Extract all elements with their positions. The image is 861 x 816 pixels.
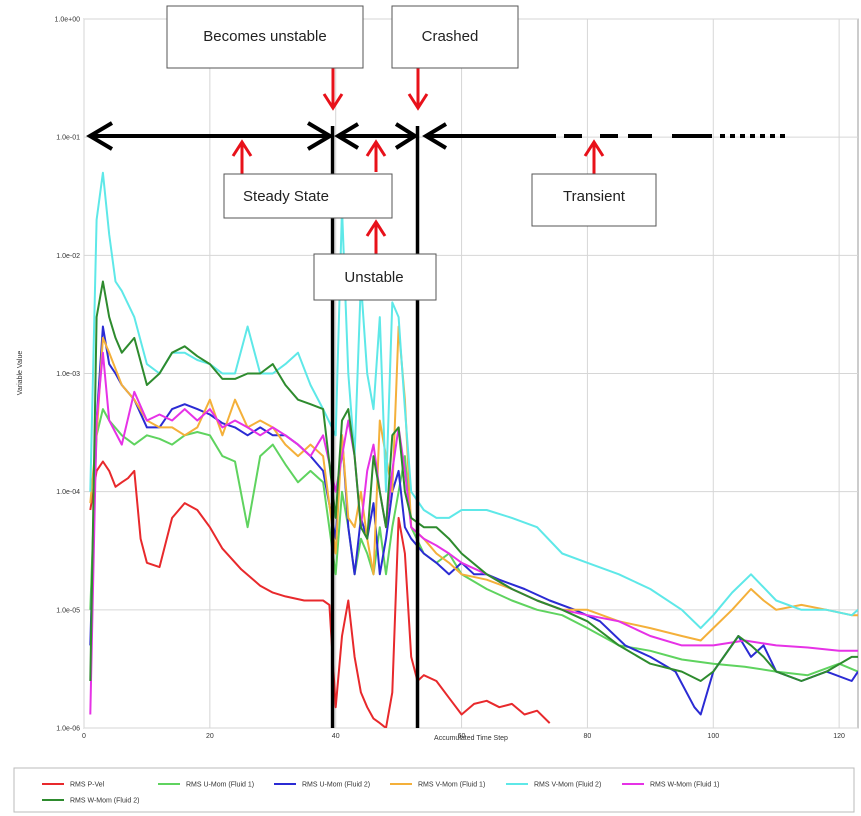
pointer-steady-state-head: [231, 139, 253, 157]
series-line-6: [89, 351, 858, 715]
series-line-4: [89, 325, 858, 642]
x-tick-label: 100: [707, 733, 719, 740]
annotation-steady-state: Steady State: [223, 173, 393, 219]
pointer-unstable-1-head: [365, 139, 387, 157]
transient-arrowhead-left: [422, 122, 448, 150]
x-tick-label: 40: [332, 733, 340, 740]
steady-state-arrowhead-left: [86, 121, 114, 151]
annotation-becomes-unstable: Becomes unstable: [166, 5, 364, 69]
y-tick-label: 1.0e-03: [56, 371, 80, 378]
y-axis-ticks: 1.0e-06 1.0e-05 1.0e-04 1.0e-03 1.0e-02 1.0e-…: [55, 17, 81, 733]
legend-label: RMS V-Mom (Fluid 1): [418, 782, 485, 789]
x-tick-label: 60: [458, 733, 466, 740]
annotation-transient-text: Transient: [563, 188, 626, 205]
pointer-transient-head: [583, 139, 605, 157]
legend: RMS P-Vel RMS U-Mom (Fluid 1) RMS U-Mom (F…: [42, 782, 719, 805]
x-tick-label: 120: [833, 733, 845, 740]
phase-arrows: [86, 121, 790, 151]
pointer-crashed-head: [407, 93, 429, 111]
unstable-arrowhead-right: [394, 122, 419, 150]
y-tick-label: 1.0e+00: [55, 17, 81, 24]
annotation-crashed: Crashed: [391, 5, 519, 69]
annotation-crashed-text: Crashed: [422, 28, 479, 45]
annotation-unstable-text: Unstable: [344, 269, 403, 286]
x-axis-label: Accumulated Time Step: [434, 735, 508, 742]
red-pointers: [231, 68, 605, 256]
y-tick-label: 1.0e-06: [56, 726, 80, 733]
unstable-arrowhead-left: [334, 122, 360, 150]
series-line-3: [89, 325, 858, 716]
legend-label: RMS W-Mom (Fluid 2): [70, 798, 139, 805]
y-tick-label: 1.0e-01: [56, 135, 80, 142]
legend-box: [13, 767, 855, 813]
y-tick-label: 1.0e-04: [56, 489, 80, 496]
legend-label: RMS U-Mom (Fluid 2): [302, 782, 370, 789]
x-tick-label: 20: [206, 733, 214, 740]
annotation-becomes-unstable-text: Becomes unstable: [203, 28, 326, 45]
legend-label: RMS P-Vel: [70, 782, 105, 789]
pointer-becomes-unstable-head: [322, 93, 344, 111]
legend-label: RMS W-Mom (Fluid 1): [650, 782, 719, 789]
legend-label: RMS U-Mom (Fluid 1): [186, 782, 254, 789]
series-line-2: [89, 408, 858, 677]
annotation-unstable: Unstable: [313, 253, 437, 301]
annotation-transient: Transient: [531, 173, 657, 227]
series-line-1: [89, 460, 551, 728]
steady-state-arrowhead-right: [306, 121, 334, 151]
y-tick-label: 1.0e-02: [56, 253, 80, 260]
annotation-steady-state-text: Steady State: [243, 188, 329, 205]
pointer-unstable-2-head: [365, 219, 387, 237]
x-tick-label: 0: [82, 733, 86, 740]
series-line-7: [89, 280, 858, 682]
legend-label: RMS V-Mom (Fluid 2): [534, 782, 601, 789]
x-tick-label: 80: [584, 733, 592, 740]
y-tick-label: 1.0e-05: [56, 607, 80, 614]
x-axis-ticks: 0 20 40 60 80 100 120: [82, 733, 845, 740]
y-axis-label: Variable Value: [17, 351, 24, 396]
series-lines: [89, 171, 858, 728]
